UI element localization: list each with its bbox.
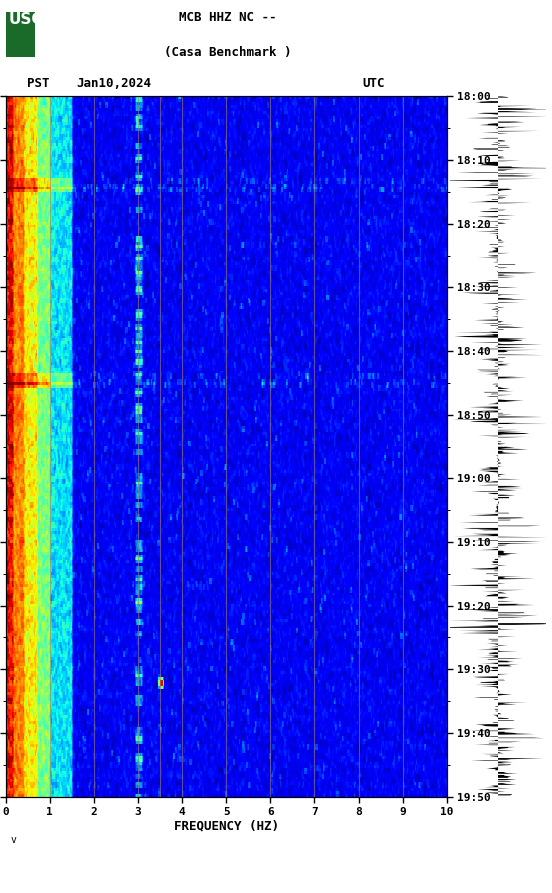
Text: MCB HHZ NC --: MCB HHZ NC -- bbox=[178, 11, 276, 24]
Text: UTC: UTC bbox=[363, 77, 385, 90]
FancyBboxPatch shape bbox=[6, 12, 35, 57]
Text: v: v bbox=[11, 835, 17, 846]
Text: USGS: USGS bbox=[8, 12, 55, 27]
Text: PST: PST bbox=[27, 77, 50, 90]
X-axis label: FREQUENCY (HZ): FREQUENCY (HZ) bbox=[174, 820, 279, 833]
Text: Jan10,2024: Jan10,2024 bbox=[76, 77, 151, 90]
Text: (Casa Benchmark ): (Casa Benchmark ) bbox=[163, 46, 291, 59]
